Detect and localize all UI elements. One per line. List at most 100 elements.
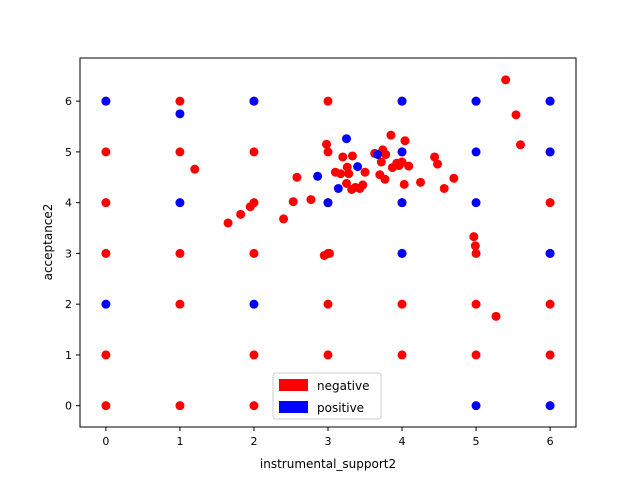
point-negative: [471, 248, 481, 258]
point-positive: [313, 171, 323, 181]
point-negative: [101, 248, 111, 258]
point-positive: [545, 401, 555, 411]
y-tick-label: 4: [65, 197, 72, 210]
point-negative: [323, 147, 333, 157]
point-negative: [175, 147, 185, 157]
point-negative: [249, 248, 259, 258]
x-tick-label: 5: [473, 435, 480, 448]
point-negative: [381, 149, 391, 159]
x-tick-label: 1: [176, 435, 183, 448]
point-negative: [175, 248, 185, 258]
legend: negative positive: [272, 372, 382, 420]
point-negative: [249, 147, 259, 157]
point-negative: [101, 147, 111, 157]
point-negative: [399, 179, 409, 189]
point-negative: [323, 299, 333, 309]
points-layer: [101, 75, 555, 411]
point-negative: [376, 157, 386, 167]
point-negative: [471, 299, 481, 309]
point-negative: [342, 178, 352, 188]
point-negative: [223, 218, 233, 228]
point-positive: [471, 198, 481, 208]
legend-swatch-negative: [279, 379, 308, 391]
point-negative: [433, 159, 443, 169]
point-negative: [322, 139, 332, 149]
point-negative: [279, 214, 289, 224]
point-positive: [101, 96, 111, 106]
point-positive: [249, 299, 259, 309]
x-tick-label: 4: [399, 435, 406, 448]
point-positive: [175, 198, 185, 208]
x-tick-label: 6: [547, 435, 554, 448]
point-positive: [471, 401, 481, 411]
legend-label-negative: negative: [317, 379, 369, 393]
point-negative: [101, 401, 111, 411]
point-negative: [292, 172, 302, 182]
point-positive: [333, 183, 343, 193]
point-negative: [491, 311, 501, 321]
point-negative: [190, 164, 200, 174]
point-negative: [397, 157, 407, 167]
point-negative: [511, 110, 521, 120]
point-positive: [545, 248, 555, 258]
point-negative: [404, 161, 414, 171]
point-negative: [545, 299, 555, 309]
x-ticks: 0 1 2 3 4 5 6: [102, 427, 554, 448]
point-negative: [386, 130, 396, 140]
point-positive: [249, 96, 259, 106]
point-negative: [249, 401, 259, 411]
point-negative: [344, 169, 354, 179]
point-positive: [373, 149, 383, 159]
y-tick-label: 5: [65, 146, 72, 159]
point-negative: [397, 350, 407, 360]
point-negative: [323, 96, 333, 106]
point-positive: [323, 198, 333, 208]
point-negative: [360, 167, 370, 177]
point-negative: [358, 180, 368, 190]
x-tick-label: 0: [102, 435, 109, 448]
point-negative: [439, 183, 449, 193]
point-positive: [545, 147, 555, 157]
y-tick-label: 1: [65, 349, 72, 362]
point-negative: [236, 209, 246, 219]
point-negative: [324, 248, 334, 258]
y-ticks: 0 1 2 3 4 5 6: [65, 95, 80, 413]
point-positive: [397, 248, 407, 258]
point-positive: [471, 96, 481, 106]
point-negative: [347, 151, 357, 161]
x-tick-label: 3: [325, 435, 332, 448]
point-negative: [501, 75, 511, 85]
point-negative: [245, 202, 255, 212]
point-negative: [545, 198, 555, 208]
point-positive: [397, 147, 407, 157]
point-negative: [338, 152, 348, 162]
point-positive: [175, 109, 185, 119]
point-negative: [249, 350, 259, 360]
y-tick-label: 3: [65, 247, 72, 260]
point-negative: [449, 173, 459, 183]
point-negative: [336, 169, 346, 179]
legend-label-positive: positive: [317, 401, 364, 415]
point-negative: [323, 350, 333, 360]
point-negative: [430, 152, 440, 162]
point-negative: [380, 174, 390, 184]
point-negative: [515, 140, 525, 150]
point-negative: [175, 299, 185, 309]
point-positive: [101, 299, 111, 309]
x-axis-label: instrumental_support2: [260, 457, 396, 471]
point-negative: [101, 350, 111, 360]
y-tick-label: 6: [65, 95, 72, 108]
point-negative: [306, 195, 316, 205]
point-negative: [175, 401, 185, 411]
point-negative: [288, 197, 298, 207]
point-negative: [470, 241, 480, 251]
point-positive: [353, 162, 363, 172]
point-negative: [416, 177, 426, 187]
point-negative: [400, 136, 410, 146]
point-negative: [175, 96, 185, 106]
point-positive: [471, 147, 481, 157]
point-positive: [397, 198, 407, 208]
point-positive: [545, 96, 555, 106]
y-tick-label: 2: [65, 298, 72, 311]
